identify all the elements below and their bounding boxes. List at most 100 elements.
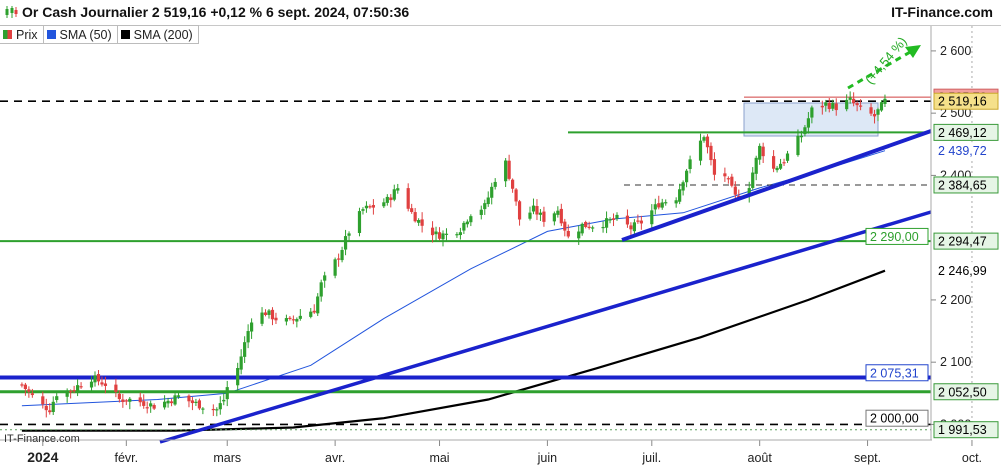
candle-body	[824, 102, 828, 106]
candle-body	[396, 188, 400, 191]
legend-item-prix[interactable]: Prix	[0, 25, 44, 44]
x-tick-label: 2024	[27, 449, 58, 465]
candle-body	[698, 140, 703, 161]
x-tick-label: sept.	[854, 451, 881, 465]
price-tag	[865, 409, 929, 427]
candle-body	[799, 135, 804, 138]
candle-body	[469, 216, 473, 223]
candle-body	[316, 296, 320, 314]
candle-body	[65, 390, 69, 397]
candle-body	[514, 189, 518, 202]
price-tag-label: 2 439,72	[938, 144, 987, 158]
candle-body	[319, 282, 323, 297]
candle-body	[486, 197, 490, 205]
candle-body	[782, 162, 786, 164]
price-tag	[933, 92, 999, 110]
candle-body	[364, 205, 369, 209]
x-tick-label: juin	[537, 451, 558, 465]
legend-label: Prix	[16, 27, 38, 42]
x-tick-label: avr.	[325, 451, 345, 465]
candle-body	[625, 215, 630, 225]
candle-body	[340, 249, 344, 261]
target-arrow: (+4,54 %)	[847, 34, 921, 90]
candles-layer	[20, 91, 887, 418]
legend: Prix SMA (50) SMA (200)	[0, 25, 199, 44]
candle-body	[712, 159, 717, 175]
candle-body	[660, 202, 664, 208]
price-tag-label: 2 246,99	[938, 264, 987, 278]
price-swatch	[3, 30, 12, 39]
candle-body	[337, 258, 341, 260]
candle-body	[312, 310, 316, 313]
price-tag	[933, 123, 999, 141]
candle-body	[211, 408, 215, 411]
price-tag-label: 1 991,53	[938, 423, 987, 437]
candle-body	[55, 396, 59, 400]
candle-body	[733, 186, 737, 195]
y-tick-label: 2 100	[940, 355, 971, 369]
price-tag	[933, 176, 999, 194]
candle-body	[608, 219, 612, 221]
candle-body	[69, 391, 73, 393]
candle-body	[190, 400, 195, 404]
legend-item-sma200[interactable]: SMA (200)	[116, 25, 199, 44]
candle-body	[79, 386, 83, 388]
price-tag-label: 2 384,65	[938, 178, 987, 192]
candle-body	[629, 225, 633, 230]
candle-body	[747, 188, 751, 197]
candle-body	[96, 374, 101, 382]
candle-body	[20, 384, 24, 386]
candle-body	[678, 189, 682, 202]
candle-body	[674, 200, 678, 204]
price-tag	[933, 421, 999, 439]
candle-body	[163, 401, 167, 408]
candle-body	[361, 209, 365, 211]
x-tick-label: mars	[213, 451, 241, 465]
brand-name[interactable]: IT-Finance.com	[891, 4, 993, 20]
candle-body	[587, 226, 591, 228]
candle-body	[636, 220, 640, 222]
candle-body	[685, 170, 689, 183]
candle-body	[504, 160, 508, 182]
candle-body	[664, 202, 668, 204]
candle-body	[44, 405, 48, 411]
candle-body	[465, 221, 469, 225]
candle-body	[528, 212, 532, 219]
price-tag-label: 2 519,16	[938, 95, 987, 109]
candle-body	[145, 407, 149, 409]
candle-body	[93, 375, 97, 383]
legend-label: SMA (200)	[133, 27, 193, 42]
candle-body	[872, 113, 877, 117]
price-tag-label: 2 294,47	[938, 235, 987, 249]
candlestick-icon	[5, 6, 18, 18]
candle-body	[709, 145, 713, 161]
candle-body	[295, 319, 299, 322]
candle-body	[441, 233, 445, 240]
x-tick-label: août	[748, 451, 773, 465]
candle-body	[538, 212, 543, 215]
candle-body	[796, 135, 800, 156]
candle-body	[611, 218, 616, 220]
chart-header: Or Cash Journalier 2 519,16 +0,12 % 6 se…	[0, 0, 1001, 26]
candle-body	[688, 159, 692, 169]
candle-body	[437, 232, 442, 239]
legend-label: SMA (50)	[59, 27, 112, 42]
candle-body	[758, 145, 762, 160]
candle-body	[260, 312, 264, 324]
candle-body	[288, 317, 292, 320]
candle-body	[417, 220, 421, 223]
candle-body	[604, 218, 609, 228]
candle-body	[751, 172, 755, 188]
candle-body	[117, 393, 121, 400]
candle-body	[169, 401, 174, 404]
candle-body	[142, 401, 146, 406]
candle-body	[284, 318, 288, 322]
sma200-swatch	[120, 30, 130, 39]
price-tag	[933, 232, 999, 250]
candle-body	[556, 210, 560, 215]
candle-body	[778, 163, 783, 169]
candle-body	[236, 368, 240, 386]
candle-body	[705, 136, 710, 148]
candle-body	[389, 197, 393, 201]
